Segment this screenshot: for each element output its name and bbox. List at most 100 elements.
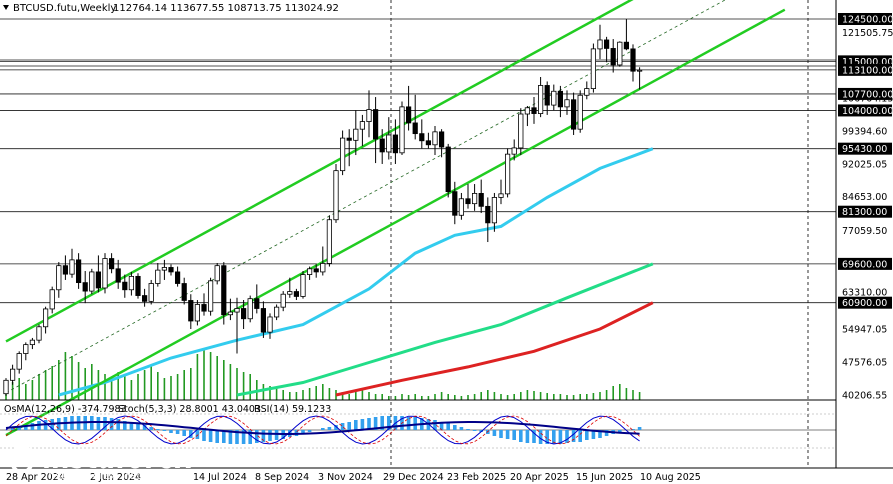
osma-label: OsMA(12,26,9) -374.7983 — [4, 404, 127, 415]
candle-body — [571, 99, 577, 130]
candle-body — [115, 268, 121, 283]
level-box — [838, 142, 892, 155]
candle-body — [339, 137, 346, 172]
candle-body — [82, 282, 88, 292]
candle-body — [604, 39, 610, 49]
level-box — [838, 205, 892, 218]
candle-body — [287, 291, 293, 295]
candle-body — [623, 41, 630, 50]
candle-body — [392, 134, 399, 154]
time-tick-label: 28 Apr 2024 — [6, 472, 65, 483]
candle-body — [36, 326, 42, 341]
time-tick-label: 2 Jun 2024 — [90, 472, 141, 483]
rsi-label: RSI(14) 59.1233 — [254, 404, 331, 415]
candle-body — [306, 268, 313, 275]
candle-body — [43, 308, 49, 328]
ma-fast-line — [58, 147, 654, 397]
level-box-label: 107700.00 — [842, 89, 893, 100]
price-tick-label: 40206.55 — [842, 391, 887, 402]
candle-body — [29, 339, 36, 346]
level-box-label: 81300.00 — [842, 207, 887, 218]
candle-body — [412, 122, 418, 135]
price-tick-label: 63310.00 — [842, 287, 887, 298]
candle-body — [630, 48, 636, 72]
candle-body — [333, 170, 339, 221]
candle-body — [564, 99, 570, 108]
candle-body — [597, 39, 603, 50]
candle-body — [95, 271, 101, 289]
candle-body — [419, 133, 425, 142]
price-tick-label: 47576.05 — [842, 358, 887, 369]
candle-body — [76, 259, 82, 284]
ma-mid-line — [236, 262, 654, 397]
candle-body — [498, 193, 504, 198]
candle-body — [23, 344, 29, 354]
candle-body — [254, 298, 260, 309]
candle-body — [227, 311, 233, 316]
candle-body — [531, 107, 537, 114]
candle-body — [49, 289, 55, 310]
level-box — [838, 104, 892, 117]
candle-body — [353, 128, 359, 141]
candle-body — [320, 263, 326, 273]
candle-body — [247, 298, 253, 320]
candle-body — [62, 265, 69, 275]
dropdown-triangle-icon[interactable] — [3, 5, 9, 10]
candle-body — [399, 106, 405, 154]
level-box-label: 124500.00 — [842, 15, 893, 26]
candle-body — [161, 267, 167, 271]
price-tick-label: 92025.05 — [842, 159, 887, 170]
candle-body — [452, 191, 458, 216]
rsi-line — [5, 421, 640, 435]
candle-body — [16, 353, 22, 370]
candle-body — [89, 271, 95, 292]
candle-body — [538, 85, 544, 114]
level-box — [838, 87, 892, 100]
candle-body — [425, 140, 432, 146]
stoch-signal-line — [5, 415, 640, 445]
level-box — [838, 296, 892, 309]
candle-body — [405, 106, 412, 124]
level-box-label: 113100.00 — [842, 65, 893, 76]
watermark: instaforex Instant Forex Trading — [8, 445, 192, 482]
candle-body — [379, 138, 385, 153]
level-box-label: 69600.00 — [842, 259, 887, 270]
candle-body — [234, 308, 240, 313]
candle-body — [188, 300, 194, 322]
candle-body — [194, 304, 200, 322]
ohlc-values: 112764.14 113677.55 108713.75 113024.92 — [113, 3, 339, 14]
candle-body — [458, 198, 465, 216]
candle-body — [181, 283, 187, 301]
candle-body — [135, 275, 141, 296]
candle-body — [518, 113, 524, 149]
level-box-label: 104000.00 — [842, 106, 893, 117]
time-tick-label: 3 Nov 2024 — [318, 472, 373, 483]
price-tick-label: 77059.50 — [842, 226, 887, 237]
level-box-label: 115000.00 — [842, 57, 893, 68]
time-tick-label: 10 Aug 2025 — [640, 472, 701, 483]
time-tick-label: 29 Dec 2024 — [383, 472, 444, 483]
candle-body — [557, 90, 564, 108]
candle-body — [300, 274, 306, 297]
moving-averages — [58, 147, 654, 397]
candle-body — [445, 146, 451, 193]
candle-body — [122, 281, 128, 291]
candle-body — [386, 134, 392, 153]
candle-body — [214, 265, 220, 282]
candle-body — [551, 90, 557, 106]
candle-body — [326, 219, 333, 264]
ma-slow-line — [335, 301, 654, 397]
candle-body — [221, 265, 227, 316]
candle-body — [478, 193, 484, 207]
candle-body — [9, 368, 16, 381]
candle-body — [102, 258, 108, 289]
price-tick-label: 99394.60 — [842, 126, 887, 137]
candle-body — [637, 69, 643, 72]
candle-body — [168, 267, 174, 273]
candle-body — [201, 304, 207, 312]
candle-body — [293, 291, 300, 297]
candle-body — [260, 308, 267, 333]
candle-body — [69, 259, 75, 275]
volume-bars — [5, 348, 641, 400]
